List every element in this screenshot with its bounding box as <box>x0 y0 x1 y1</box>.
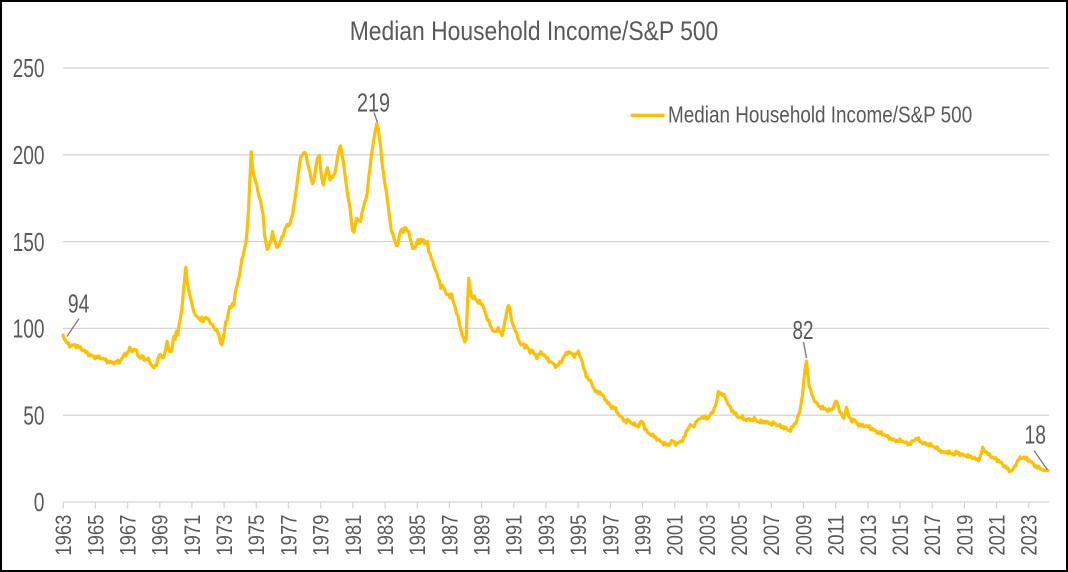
svg-text:0: 0 <box>34 487 45 517</box>
svg-text:1975: 1975 <box>244 515 269 556</box>
svg-text:100: 100 <box>13 313 45 343</box>
svg-text:2019: 2019 <box>952 515 977 556</box>
svg-text:2023: 2023 <box>1017 515 1042 556</box>
svg-text:Median Household Income/S&P 50: Median Household Income/S&P 500 <box>668 102 972 128</box>
svg-text:1973: 1973 <box>212 515 237 556</box>
svg-text:1971: 1971 <box>180 515 205 556</box>
svg-text:200: 200 <box>13 140 45 170</box>
svg-text:2003: 2003 <box>695 515 720 556</box>
svg-text:1967: 1967 <box>116 515 141 556</box>
svg-text:1999: 1999 <box>631 515 656 556</box>
svg-text:1965: 1965 <box>83 515 108 556</box>
svg-text:150: 150 <box>13 227 45 257</box>
svg-text:2007: 2007 <box>759 515 784 556</box>
svg-text:1963: 1963 <box>51 515 76 556</box>
svg-text:1979: 1979 <box>309 515 334 556</box>
svg-text:1981: 1981 <box>341 515 366 556</box>
svg-text:1969: 1969 <box>148 515 173 556</box>
svg-text:219: 219 <box>357 88 390 118</box>
svg-text:1995: 1995 <box>566 515 591 556</box>
svg-text:1977: 1977 <box>276 515 301 556</box>
svg-text:1991: 1991 <box>502 515 527 556</box>
svg-text:1993: 1993 <box>534 515 559 556</box>
svg-text:2017: 2017 <box>920 515 945 556</box>
svg-text:94: 94 <box>68 288 90 318</box>
svg-text:1985: 1985 <box>405 515 430 556</box>
svg-text:1983: 1983 <box>373 515 398 556</box>
svg-text:2005: 2005 <box>727 515 752 556</box>
svg-text:250: 250 <box>13 53 45 83</box>
svg-text:2009: 2009 <box>791 515 816 556</box>
svg-text:50: 50 <box>23 400 44 430</box>
svg-text:2013: 2013 <box>856 515 881 556</box>
svg-text:Median Household Income/S&P 50: Median Household Income/S&P 500 <box>350 16 719 46</box>
svg-text:82: 82 <box>793 315 814 345</box>
svg-text:1997: 1997 <box>598 515 623 556</box>
svg-text:1989: 1989 <box>470 515 495 556</box>
svg-text:18: 18 <box>1025 420 1047 450</box>
svg-text:2011: 2011 <box>824 515 849 556</box>
svg-text:2021: 2021 <box>985 515 1010 556</box>
svg-text:2001: 2001 <box>663 515 688 556</box>
svg-text:2015: 2015 <box>888 515 913 556</box>
svg-text:1987: 1987 <box>437 515 462 556</box>
